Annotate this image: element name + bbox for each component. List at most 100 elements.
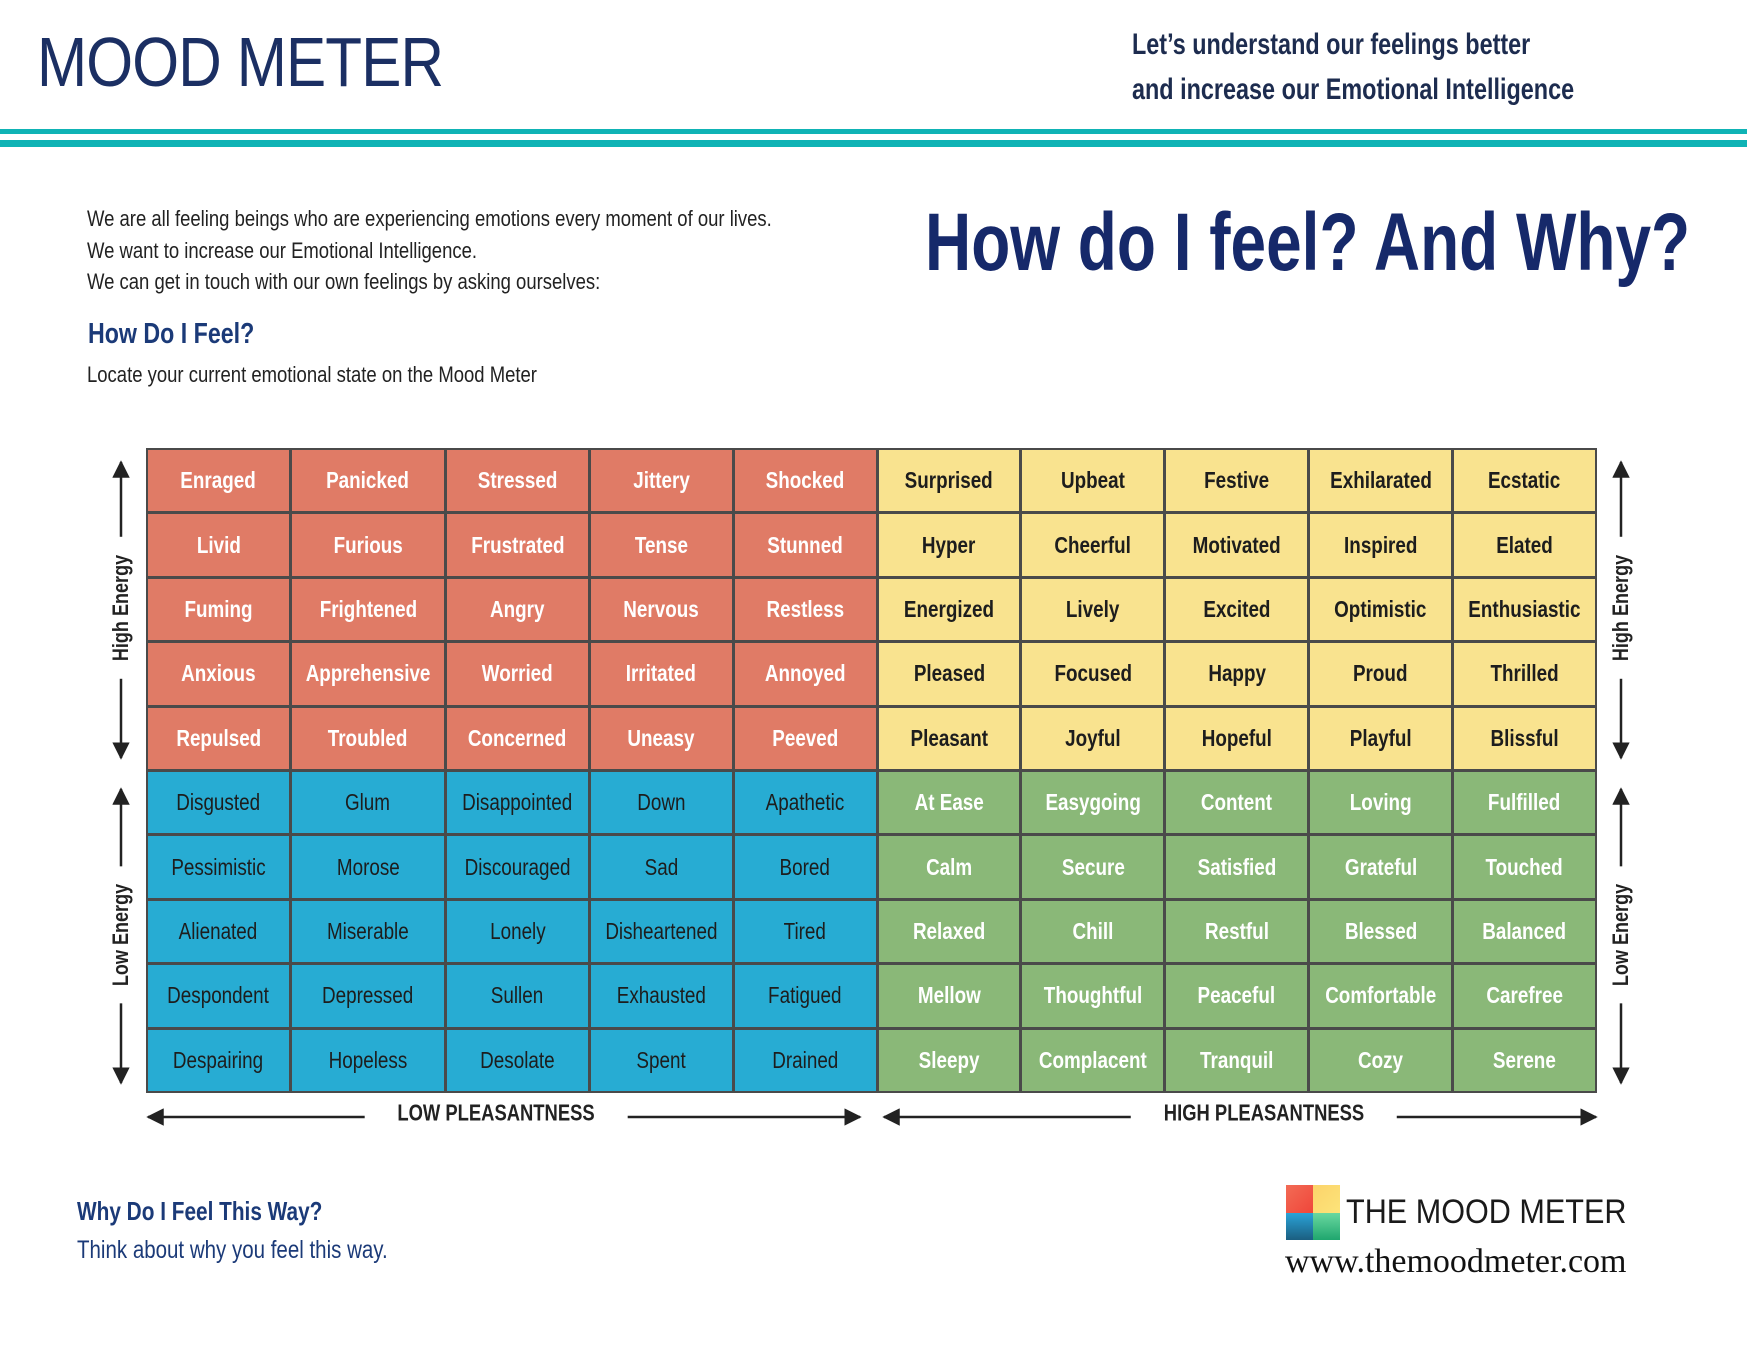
mood-cell[interactable]: Touched [1454,836,1595,898]
mood-cell[interactable]: Grateful [1310,836,1452,898]
mood-cell[interactable]: Energized [878,578,1020,641]
mood-cell[interactable]: Pleased [878,643,1020,705]
mood-cell[interactable]: Fuming [148,578,289,641]
mood-cell[interactable]: Mellow [878,965,1020,1027]
mood-cell[interactable]: Carefree [1454,965,1595,1027]
mood-cell[interactable]: Festive [1166,450,1308,512]
mood-cell[interactable]: Tired [734,900,876,963]
mood-cell[interactable]: Ecstatic [1454,450,1595,512]
mood-cell[interactable]: Discouraged [446,836,588,898]
mood-cell[interactable]: Upbeat [1022,450,1164,512]
mood-cell[interactable]: Content [1166,772,1308,834]
mood-cell[interactable]: Uneasy [590,707,732,769]
mood-cell[interactable]: Hyper [878,514,1020,576]
mood-cell[interactable]: Restful [1166,900,1308,963]
mood-cell[interactable]: Anxious [148,643,289,705]
mood-cell[interactable]: Disappointed [446,772,588,834]
mood-cell[interactable]: Stunned [734,514,876,576]
mood-cell[interactable]: Easygoing [1022,772,1164,834]
mood-cell[interactable]: Miserable [291,900,444,963]
mood-cell[interactable]: Depressed [291,965,444,1027]
mood-cell[interactable]: Satisfied [1166,836,1308,898]
mood-cell[interactable]: Elated [1454,514,1595,576]
mood-cell[interactable]: Sleepy [878,1029,1020,1091]
mood-cell[interactable]: Livid [148,514,289,576]
mood-cell[interactable]: Playful [1310,707,1452,769]
mood-cell[interactable]: Apathetic [734,772,876,834]
mood-cell[interactable]: Desolate [446,1029,588,1091]
mood-cell[interactable]: Chill [1022,900,1164,963]
mood-cell[interactable]: Nervous [590,578,732,641]
mood-cell[interactable]: Stressed [446,450,588,512]
mood-cell[interactable]: Peaceful [1166,965,1308,1027]
mood-cell[interactable]: Hopeless [291,1029,444,1091]
mood-cell[interactable]: Apprehensive [291,643,444,705]
mood-cell[interactable]: Lively [1022,578,1164,641]
mood-cell[interactable]: Concerned [446,707,588,769]
mood-cell[interactable]: Proud [1310,643,1452,705]
mood-cell[interactable]: Shocked [734,450,876,512]
mood-cell[interactable]: Optimistic [1310,578,1452,641]
mood-cell[interactable]: Joyful [1022,707,1164,769]
mood-cell[interactable]: Sad [590,836,732,898]
mood-cell[interactable]: Frightened [291,578,444,641]
mood-cell[interactable]: Motivated [1166,514,1308,576]
mood-cell[interactable]: Happy [1166,643,1308,705]
mood-cell[interactable]: Morose [291,836,444,898]
mood-cell[interactable]: Jittery [590,450,732,512]
mood-cell[interactable]: Irritated [590,643,732,705]
mood-cell[interactable]: Exhausted [590,965,732,1027]
mood-cell[interactable]: Enthusiastic [1454,578,1595,641]
mood-cell[interactable]: Tense [590,514,732,576]
mood-cell[interactable]: Spent [590,1029,732,1091]
mood-cell[interactable]: Despairing [148,1029,289,1091]
mood-cell[interactable]: At Ease [878,772,1020,834]
mood-cell[interactable]: Restless [734,578,876,641]
mood-cell[interactable]: Focused [1022,643,1164,705]
mood-cell[interactable]: Despondent [148,965,289,1027]
mood-cell[interactable]: Alienated [148,900,289,963]
mood-cell[interactable]: Lonely [446,900,588,963]
mood-cell[interactable]: Fatigued [734,965,876,1027]
mood-cell[interactable]: Exhilarated [1310,450,1452,512]
mood-cell[interactable]: Thrilled [1454,643,1595,705]
mood-cell[interactable]: Down [590,772,732,834]
website-link[interactable]: www.themoodmeter.com [1285,1243,1627,1280]
mood-cell[interactable]: Loving [1310,772,1452,834]
mood-cell[interactable]: Secure [1022,836,1164,898]
mood-cell[interactable]: Pleasant [878,707,1020,769]
mood-cell[interactable]: Panicked [291,450,444,512]
mood-cell[interactable]: Cheerful [1022,514,1164,576]
mood-cell[interactable]: Thoughtful [1022,965,1164,1027]
mood-cell[interactable]: Disheartened [590,900,732,963]
mood-cell[interactable]: Excited [1166,578,1308,641]
mood-cell[interactable]: Blessed [1310,900,1452,963]
mood-cell[interactable]: Surprised [878,450,1020,512]
mood-cell[interactable]: Balanced [1454,900,1595,963]
mood-cell[interactable]: Fulfilled [1454,772,1595,834]
mood-cell[interactable]: Bored [734,836,876,898]
mood-cell[interactable]: Calm [878,836,1020,898]
mood-cell[interactable]: Comfortable [1310,965,1452,1027]
mood-cell[interactable]: Sullen [446,965,588,1027]
mood-cell[interactable]: Inspired [1310,514,1452,576]
mood-cell[interactable]: Angry [446,578,588,641]
mood-cell[interactable]: Disgusted [148,772,289,834]
mood-cell[interactable]: Serene [1454,1029,1595,1091]
mood-cell[interactable]: Troubled [291,707,444,769]
mood-cell[interactable]: Drained [734,1029,876,1091]
mood-cell[interactable]: Furious [291,514,444,576]
mood-cell[interactable]: Blissful [1454,707,1595,769]
mood-cell[interactable]: Hopeful [1166,707,1308,769]
mood-cell[interactable]: Frustrated [446,514,588,576]
mood-cell[interactable]: Glum [291,772,444,834]
mood-cell[interactable]: Tranquil [1166,1029,1308,1091]
mood-cell[interactable]: Worried [446,643,588,705]
mood-cell[interactable]: Relaxed [878,900,1020,963]
mood-cell[interactable]: Repulsed [148,707,289,769]
mood-cell[interactable]: Cozy [1310,1029,1452,1091]
mood-cell[interactable]: Pessimistic [148,836,289,898]
mood-cell[interactable]: Peeved [734,707,876,769]
mood-cell[interactable]: Complacent [1022,1029,1164,1091]
mood-cell[interactable]: Enraged [148,450,289,512]
